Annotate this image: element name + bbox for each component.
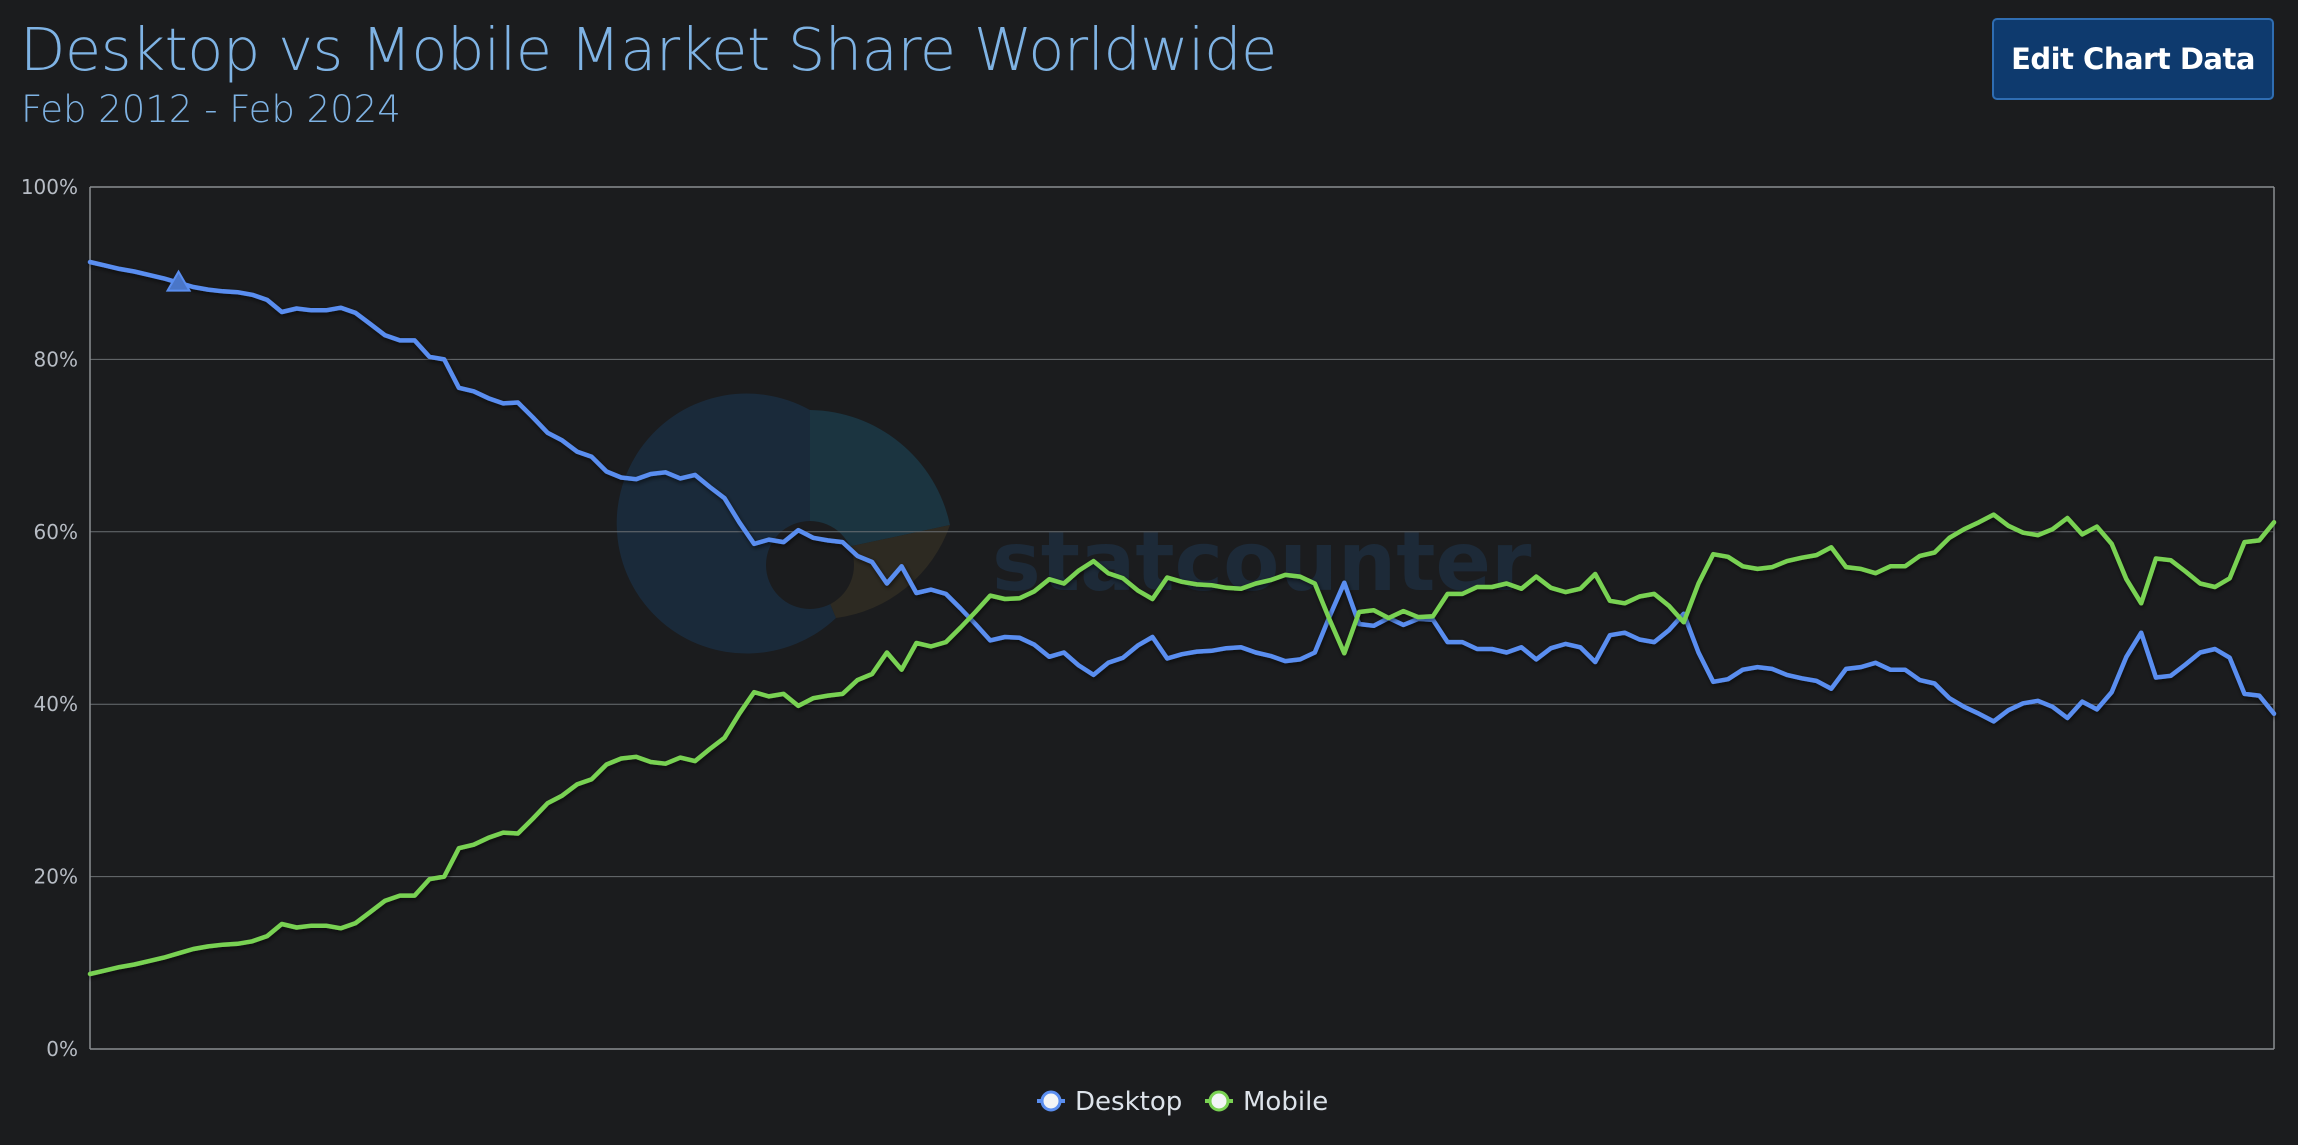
legend-label: Desktop [1075, 1087, 1182, 1117]
legend-circle-icon [1040, 1090, 1062, 1112]
y-tick-label: 60% [34, 520, 78, 544]
y-tick-label: 0% [46, 1037, 78, 1061]
y-axis: 0% 20% 40% 60% 80% 100% [21, 175, 78, 1061]
grid-lines [89, 186, 2275, 1050]
legend-item-desktop[interactable]: Desktop [1037, 1087, 1182, 1117]
series-layer [87, 259, 2277, 977]
legend: Desktop Mobile [1037, 1087, 1328, 1117]
series-line-desktop[interactable] [87, 259, 2277, 724]
chart-title: Desktop vs Mobile Market Share Worldwide [20, 15, 1277, 84]
watermark-text: statcounter [992, 515, 1532, 610]
legend-circle-icon [1208, 1090, 1230, 1112]
legend-label: Mobile [1243, 1087, 1328, 1117]
watermark-logo-icon [616, 393, 950, 654]
legend-item-mobile[interactable]: Mobile [1205, 1087, 1328, 1117]
y-tick-label: 80% [34, 347, 78, 371]
y-tick-label: 20% [34, 865, 78, 889]
edit-chart-data-button[interactable]: Edit Chart Data [1992, 18, 2274, 100]
y-tick-label: 100% [21, 175, 78, 199]
desktop-triangle-marker [165, 269, 192, 292]
series-line-mobile[interactable] [87, 512, 2277, 977]
chart-subtitle: Feb 2012 - Feb 2024 [21, 88, 401, 131]
y-tick-label: 40% [34, 692, 78, 716]
